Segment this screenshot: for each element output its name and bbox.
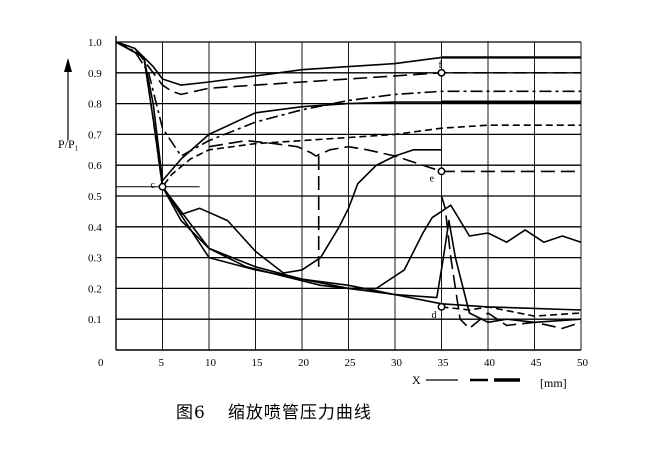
y-tick-label-2: 0.3 xyxy=(88,253,102,265)
series-layer xyxy=(115,41,582,330)
series-line-2 xyxy=(115,41,581,157)
series-line-7 xyxy=(115,41,442,274)
series-line-9 xyxy=(161,186,582,324)
text-layer: P/P₁ X [mm] 0.1 0.2 0.3 0.4 0.5 0.6 0.7 0.8 0.9 1… xyxy=(58,37,589,390)
x-tick-label-6: 30 xyxy=(391,357,403,369)
x-tick-label-4: 20 xyxy=(298,357,310,369)
y-tick-label-7: 0.8 xyxy=(88,99,102,111)
point-c xyxy=(158,182,167,191)
figure-title: 缩放喷管压力曲线 xyxy=(227,403,372,423)
y-axis-label: P/P₁ xyxy=(58,137,79,151)
y-tick-label-8: 0.9 xyxy=(88,68,102,80)
series-line-10 xyxy=(440,195,582,330)
x-unit-label: [mm] xyxy=(540,376,567,390)
point-label-f: f xyxy=(439,60,443,71)
x-tick-label-1: 5 xyxy=(159,357,165,369)
grid-layer xyxy=(116,41,582,350)
point-label-d: d xyxy=(432,310,437,321)
y-tick-label-3: 0.4 xyxy=(88,222,102,234)
points-layer xyxy=(158,68,446,311)
y-tick-label-1: 0.2 xyxy=(88,283,102,295)
x-tick-label-5: 25 xyxy=(345,357,357,369)
y-tick-label-0: 0.1 xyxy=(88,314,102,326)
x-tick-label-10: 50 xyxy=(577,357,589,369)
y-arrow-head xyxy=(64,58,72,72)
x-tick-label-7: 35 xyxy=(438,357,450,369)
point-label-c: c xyxy=(151,180,156,191)
x-tick-label-0: 0 xyxy=(98,357,104,369)
point-label-e: e xyxy=(430,173,435,184)
series-line-12 xyxy=(441,306,582,317)
y-tick-label-4: 0.5 xyxy=(88,191,102,203)
y-tick-label-6: 0.7 xyxy=(88,129,102,141)
x-tick-label-9: 45 xyxy=(531,357,543,369)
series-line-1 xyxy=(115,41,581,96)
point-f xyxy=(437,68,446,77)
figure-number: 图6 xyxy=(176,403,206,423)
y-tick-label-5: 0.6 xyxy=(88,160,102,172)
point-e xyxy=(437,167,446,176)
series-line-5 xyxy=(208,139,581,173)
point-d xyxy=(437,302,446,311)
series-line-11 xyxy=(161,186,582,311)
axes-layer xyxy=(64,36,581,351)
x-axis-label: X xyxy=(412,373,421,387)
x-tick-label-2: 10 xyxy=(205,357,217,369)
series-line-8 xyxy=(161,186,582,290)
x-tick-label-3: 15 xyxy=(252,357,264,369)
x-tick-label-8: 40 xyxy=(484,357,496,369)
y-tick-label-9: 1.0 xyxy=(88,37,102,49)
figure-caption: 图6 缩放喷管压力曲线 xyxy=(176,398,394,423)
